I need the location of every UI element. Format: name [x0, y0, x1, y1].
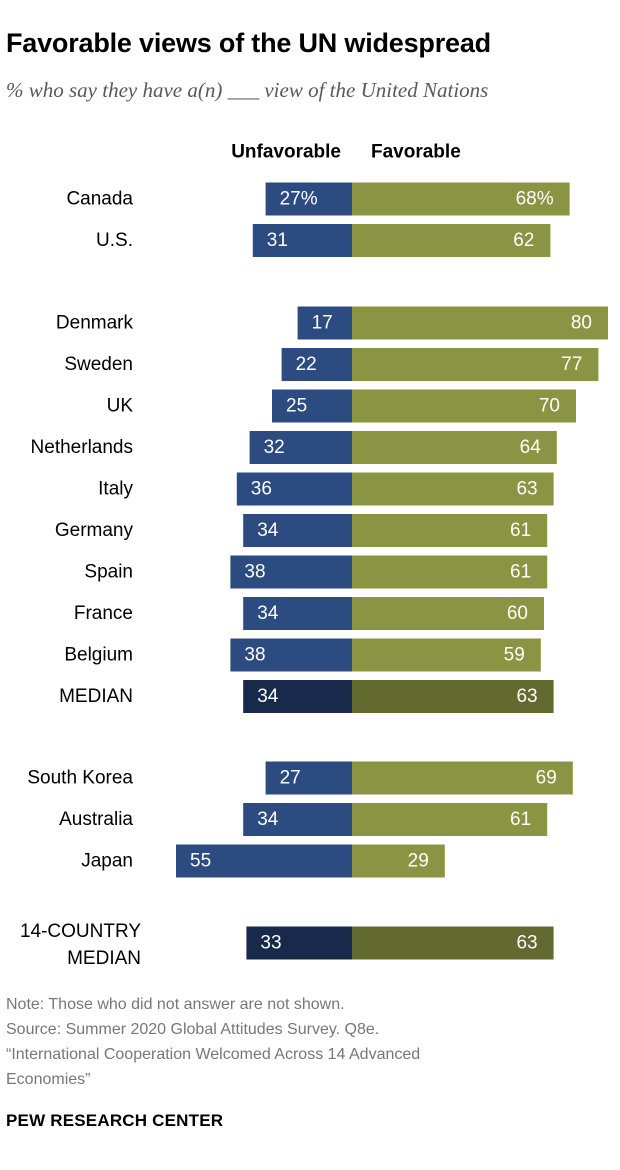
data-label-favorable: 64 [520, 437, 542, 458]
diverging-bar-chart: Unfavorable Favorable Canada 27% 68% U.S. 31 62… [20, 142, 608, 969]
bar-unfavorable [265, 761, 352, 795]
data-label-favorable: 80 [571, 313, 592, 334]
bar-favorable [352, 555, 548, 589]
data-label-unfavorable: 34 [257, 520, 279, 541]
bar-favorable [352, 224, 551, 257]
bar-unfavorable [249, 431, 352, 464]
legend-favorable: Favorable [371, 142, 461, 163]
row-label: Italy [98, 479, 133, 500]
data-label-unfavorable: 38 [244, 645, 265, 666]
bar-favorable [352, 597, 544, 630]
data-label-favorable: 29 [408, 851, 429, 872]
bar-unfavorable [246, 926, 352, 960]
chart-notes: Note: Those who did not answer are not s… [6, 992, 606, 1092]
chart-subtitle: % who say they have a(n) ___ view of the… [6, 78, 489, 102]
row-label: MEDIAN [59, 686, 133, 707]
data-label-favorable: 61 [510, 520, 531, 541]
row-label: Denmark [56, 313, 134, 334]
row-label: UK [107, 396, 134, 417]
data-label-unfavorable: 22 [296, 354, 317, 375]
data-label-unfavorable: 34 [257, 686, 279, 707]
data-label-favorable: 68% [516, 189, 554, 210]
row-label: Canada [66, 189, 133, 210]
data-label-favorable: 70 [539, 396, 560, 417]
bar-favorable [352, 348, 599, 381]
data-label-favorable: 63 [516, 479, 537, 500]
data-label-favorable: 61 [510, 562, 531, 583]
data-label-favorable: 63 [516, 933, 537, 954]
data-label-unfavorable: 25 [286, 396, 307, 417]
data-label-favorable: 59 [504, 645, 525, 666]
bar-favorable [352, 472, 554, 506]
row-label: Spain [84, 562, 133, 583]
row-label: South Korea [27, 768, 133, 789]
data-label-unfavorable: 34 [257, 809, 279, 830]
bar-favorable [352, 514, 548, 547]
bar-unfavorable [243, 803, 352, 836]
note-text: Note: Those who did not answer are not s… [6, 996, 345, 1013]
bar-favorable [352, 389, 576, 423]
report-title-line-2: Economies” [6, 1071, 91, 1088]
bar-unfavorable [297, 306, 352, 340]
bar-unfavorable [272, 389, 352, 423]
data-label-favorable: 63 [516, 686, 537, 707]
row-label: Sweden [64, 354, 133, 375]
data-label-favorable: 69 [536, 768, 557, 789]
brand-logo-text: PEW RESEARCH CENTER [6, 1111, 224, 1130]
bar-favorable [352, 761, 573, 795]
bar-unfavorable [281, 348, 352, 381]
row-label: 14-COUNTRY MEDIAN [20, 921, 141, 969]
data-label-favorable: 62 [513, 230, 534, 251]
row-label: France [74, 603, 133, 624]
bar-favorable [352, 306, 608, 340]
data-label-unfavorable: 34 [257, 603, 279, 624]
data-label-favorable: 60 [507, 603, 528, 624]
bar-favorable [352, 431, 557, 464]
chart-title: Favorable views of the UN widespread [6, 28, 491, 58]
row-label: Netherlands [31, 437, 133, 458]
bar-favorable [352, 926, 554, 960]
data-label-unfavorable: 27% [280, 189, 318, 210]
data-label-favorable: 61 [510, 809, 531, 830]
bar-favorable [352, 680, 554, 713]
bar-favorable [352, 638, 541, 672]
bar-favorable [352, 182, 570, 216]
data-label-unfavorable: 38 [244, 562, 265, 583]
row-label: Japan [81, 851, 133, 872]
report-title-line-1: “International Cooperation Welcomed Acro… [6, 1046, 421, 1063]
data-label-unfavorable: 36 [251, 479, 272, 500]
bar-unfavorable [236, 472, 352, 506]
data-label-unfavorable: 27 [280, 768, 301, 789]
bar-favorable [352, 803, 548, 836]
bar-unfavorable [176, 844, 352, 878]
bar-unfavorable [252, 224, 352, 257]
data-label-unfavorable: 55 [190, 851, 211, 872]
bar-favorable [352, 844, 445, 878]
bar-unfavorable [265, 182, 352, 216]
bar-unfavorable [243, 514, 352, 547]
source-text: Source: Summer 2020 Global Attitudes Sur… [6, 1021, 380, 1038]
bar-unfavorable [230, 555, 352, 589]
bar-unfavorable [243, 680, 352, 713]
data-label-favorable: 77 [561, 354, 582, 375]
bar-unfavorable [230, 638, 352, 672]
legend-unfavorable: Unfavorable [231, 142, 341, 163]
data-label-unfavorable: 33 [260, 933, 281, 954]
bar-unfavorable [243, 597, 352, 630]
row-label: Germany [55, 520, 134, 541]
row-label: Australia [59, 809, 133, 830]
data-label-unfavorable: 32 [264, 437, 285, 458]
data-label-unfavorable: 31 [267, 230, 288, 251]
row-label: U.S. [96, 230, 133, 251]
row-label: Belgium [64, 645, 133, 666]
data-label-unfavorable: 17 [312, 313, 333, 334]
